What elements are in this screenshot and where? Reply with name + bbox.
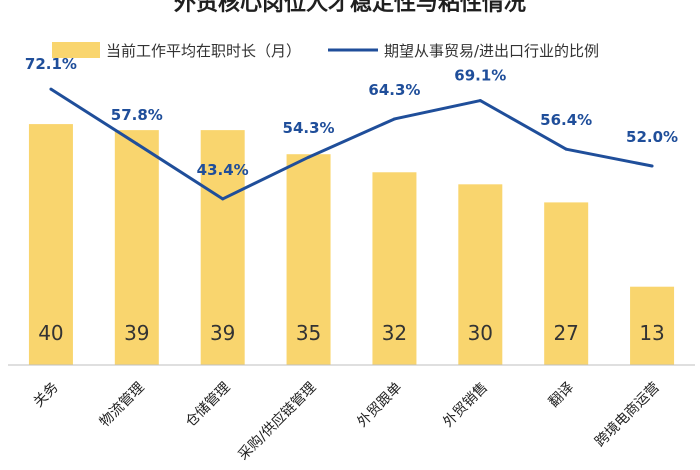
line-value-labels: 72.1% 57.8% 43.4% 54.3% 64.3% 69.1% 56.4% 52.0% <box>25 55 678 179</box>
line-value-label: 54.3% <box>283 119 335 137</box>
legend-swatch-bar <box>52 42 100 58</box>
x-tick-label: 采购/供应链管理 <box>235 379 320 464</box>
chart-title: 外贸核心岗位人才稳定性与粘性情况 <box>174 0 526 16</box>
x-tick-label: 外贸销售 <box>440 380 491 431</box>
line-value-label: 56.4% <box>540 111 592 129</box>
bar <box>544 202 589 365</box>
bar <box>458 184 503 365</box>
line-point <box>49 87 53 91</box>
x-axis-tick-labels: 关务 物流管理 仓储管理 采购/供应链管理 外贸跟单 外贸销售 翻译 跨境电商运营 <box>31 379 663 464</box>
line-series <box>49 87 654 201</box>
bar-value-label: 39 <box>124 321 149 345</box>
legend-label-line: 期望从事贸易/进出口行业的比例 <box>384 42 599 60</box>
line-value-label: 52.0% <box>626 128 678 146</box>
line-value-label: 64.3% <box>368 81 420 99</box>
line-point <box>135 142 139 146</box>
line-point <box>307 155 311 159</box>
bar-value-label: 40 <box>38 321 63 345</box>
line-point <box>564 147 568 151</box>
bar-value-label: 32 <box>382 321 407 345</box>
bar <box>286 154 331 365</box>
bar <box>114 130 159 365</box>
bar-value-label: 13 <box>639 321 664 345</box>
line-value-label: 72.1% <box>25 55 77 73</box>
line-point <box>650 164 654 168</box>
bar <box>200 130 245 365</box>
x-tick-label: 外贸跟单 <box>354 380 405 431</box>
line-point <box>221 197 225 201</box>
bar-series <box>28 124 675 365</box>
series-line <box>50 87 653 201</box>
x-tick-label: 翻译 <box>546 380 577 411</box>
bar <box>372 172 417 365</box>
line-value-label: 69.1% <box>454 67 506 85</box>
line-point <box>478 99 482 103</box>
x-tick-label: 跨境电商运营 <box>592 380 663 451</box>
bar <box>630 286 675 365</box>
bar-value-labels: 40 39 39 35 32 30 27 13 <box>38 321 665 345</box>
x-tick-label: 物流管理 <box>97 380 148 431</box>
line-value-label: 43.4% <box>197 161 249 179</box>
bar-value-label: 35 <box>296 321 321 345</box>
legend-label-bar: 当前工作平均在职时长（月） <box>106 42 301 60</box>
line-point <box>392 117 396 121</box>
bar-value-label: 27 <box>553 321 578 345</box>
bar-value-label: 30 <box>468 321 493 345</box>
bar-value-label: 39 <box>210 321 235 345</box>
x-tick-label: 关务 <box>31 380 62 411</box>
line-value-label: 57.8% <box>111 106 163 124</box>
bar <box>28 124 73 365</box>
legend: 当前工作平均在职时长（月） 期望从事贸易/进出口行业的比例 <box>52 42 599 60</box>
x-tick-label: 仓储管理 <box>183 380 234 431</box>
